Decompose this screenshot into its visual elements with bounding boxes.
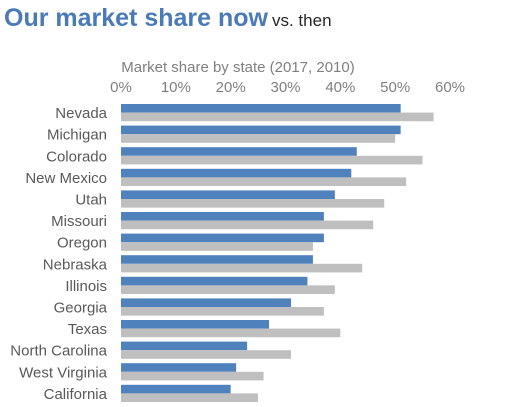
- bar-then: [121, 328, 341, 338]
- category-label: Georgia: [54, 300, 108, 317]
- x-axis-ticks: 0% 10% 20% 30% 40% 50% 60%: [110, 79, 465, 96]
- bar-then: [121, 112, 434, 122]
- bar-now: [121, 104, 401, 113]
- bar-then: [121, 393, 259, 402]
- bar-now: [121, 212, 324, 221]
- category-label: Utah: [75, 192, 107, 209]
- bar-now: [121, 341, 248, 351]
- category-label: Missouri: [51, 213, 107, 230]
- category-labels: Nevada Michigan Colorado New Mexico Utah Miss…: [10, 105, 107, 403]
- x-tick-label: 20%: [216, 79, 246, 96]
- bar-now: [121, 363, 237, 372]
- bar-now: [121, 147, 357, 156]
- bars: [121, 104, 434, 402]
- category-label: New Mexico: [25, 170, 107, 187]
- category-label: Michigan: [47, 127, 107, 144]
- x-tick-label: 30%: [270, 79, 300, 96]
- bar-then: [121, 307, 324, 316]
- bar-now: [121, 384, 231, 394]
- category-label: Texas: [68, 321, 107, 338]
- bar-now: [121, 168, 352, 178]
- bar-then: [121, 350, 291, 359]
- bar-then: [121, 263, 363, 273]
- bar-then: [121, 155, 423, 165]
- x-tick-label: 10%: [161, 79, 191, 96]
- category-label: Illinois: [65, 278, 107, 295]
- bar-then: [121, 177, 407, 186]
- axis-title: Market share by state (2017, 2010): [121, 59, 354, 76]
- category-label: West Virginia: [19, 364, 107, 381]
- category-label: Nebraska: [43, 256, 108, 273]
- bar-then: [121, 220, 374, 230]
- bar-now: [121, 276, 308, 286]
- bar-then: [121, 371, 264, 381]
- category-label: Colorado: [46, 148, 107, 165]
- chart-title: Our market share now: [4, 4, 268, 32]
- bar-then: [121, 242, 313, 251]
- x-tick-label: 50%: [380, 79, 410, 96]
- bar-now: [121, 320, 270, 329]
- bar-now: [121, 233, 324, 243]
- bar-now: [121, 190, 335, 199]
- x-tick-label: 60%: [435, 79, 465, 96]
- chart-title-row: Our market share now vs. then: [4, 4, 332, 33]
- bar-then: [121, 134, 396, 143]
- bar-now: [121, 125, 401, 135]
- category-label: California: [44, 386, 108, 403]
- category-label: Nevada: [55, 105, 107, 122]
- category-label: North Carolina: [10, 343, 107, 360]
- chart-subtitle: vs. then: [271, 11, 332, 30]
- x-tick-label: 40%: [325, 79, 355, 96]
- category-label: Oregon: [57, 235, 107, 252]
- bar-now: [121, 298, 291, 307]
- bar-now: [121, 255, 313, 264]
- bar-then: [121, 285, 335, 294]
- x-tick-label: 0%: [110, 79, 132, 96]
- bar-then: [121, 199, 385, 208]
